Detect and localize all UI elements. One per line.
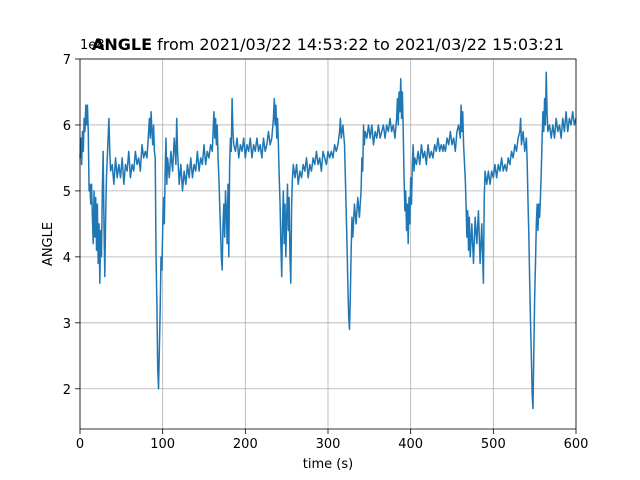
y-tick-label: 3: [63, 317, 71, 332]
plot-area: [79, 71, 577, 410]
y-tick-label: 7: [63, 53, 71, 68]
y-tick-label: 2: [63, 383, 71, 398]
y-tick-label: 5: [63, 185, 71, 200]
y-tick-label: 4: [63, 251, 71, 266]
x-tick-label: 500: [481, 437, 506, 452]
x-tick-label: 200: [233, 437, 258, 452]
y-tick-label: 6: [63, 119, 71, 134]
data-line: [79, 71, 577, 410]
y-axis-label: ANGLE: [41, 222, 56, 266]
x-tick-label: 0: [76, 437, 84, 452]
x-tick-label: 300: [316, 437, 341, 452]
x-tick-label: 100: [150, 437, 175, 452]
ticks: 0 100 200 300 400 500 600 2 3 4 5 6 7: [63, 53, 589, 452]
title-text: from 2021/03/22 14:53:22 to 2021/03/22 1…: [157, 35, 564, 54]
x-tick-label: 600: [564, 437, 589, 452]
title-bold: ANGLE: [92, 35, 152, 54]
chart-title: ANGLE from 2021/03/22 14:53:22 to 2021/0…: [92, 35, 564, 54]
y-offset-text: 1e8: [80, 38, 105, 53]
x-tick-label: 400: [398, 437, 423, 452]
x-axis-label: time (s): [303, 457, 353, 472]
